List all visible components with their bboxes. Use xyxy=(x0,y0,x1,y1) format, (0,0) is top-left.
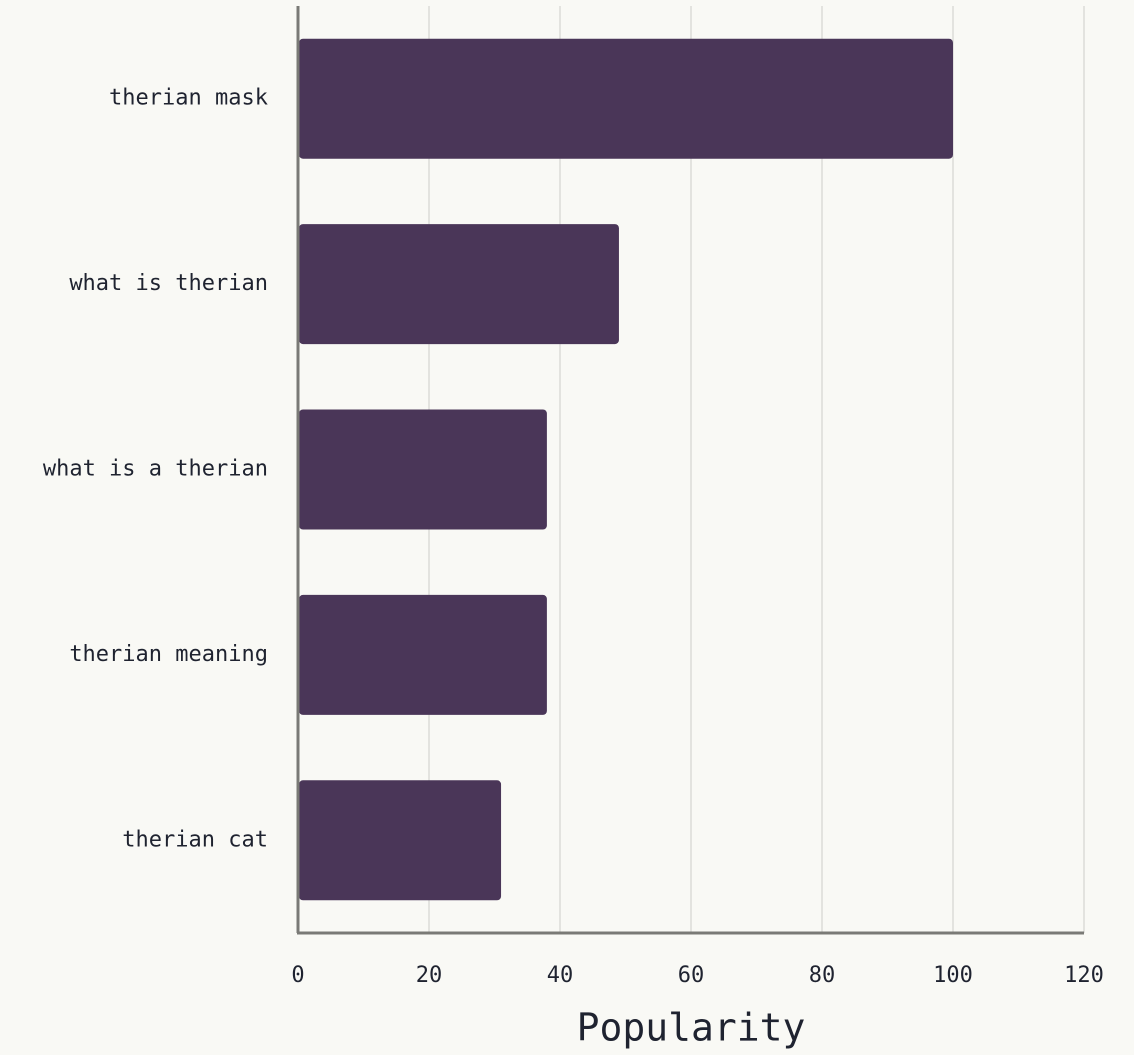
category-label: what is therian xyxy=(69,271,268,296)
bar-therian-meaning xyxy=(299,594,547,715)
category-label: therian cat xyxy=(122,827,268,852)
axes xyxy=(296,6,1084,935)
category-label: therian meaning xyxy=(69,642,268,667)
category-labels: therian mask what is therian what is a the… xyxy=(43,86,268,853)
x-tick-label: 100 xyxy=(933,963,973,988)
x-tick-label: 120 xyxy=(1064,963,1104,988)
x-tick-label: 40 xyxy=(547,963,574,988)
x-tick-label: 20 xyxy=(416,963,443,988)
category-label: therian mask xyxy=(109,86,268,111)
bar-what-is-a-therian xyxy=(299,409,547,530)
x-tick-label: 60 xyxy=(678,963,705,988)
bar-therian-cat xyxy=(299,780,502,901)
grid-lines xyxy=(428,6,1085,933)
x-tick-labels: 0 20 40 60 80 100 120 xyxy=(291,963,1104,988)
x-axis-title: Popularity xyxy=(577,1006,806,1050)
x-tick-label: 80 xyxy=(809,963,836,988)
category-label: what is a therian xyxy=(43,457,268,482)
bar-what-is-therian xyxy=(299,224,619,345)
bar-therian-mask xyxy=(299,38,953,159)
bars xyxy=(299,38,953,901)
x-tick-label: 0 xyxy=(291,963,304,988)
